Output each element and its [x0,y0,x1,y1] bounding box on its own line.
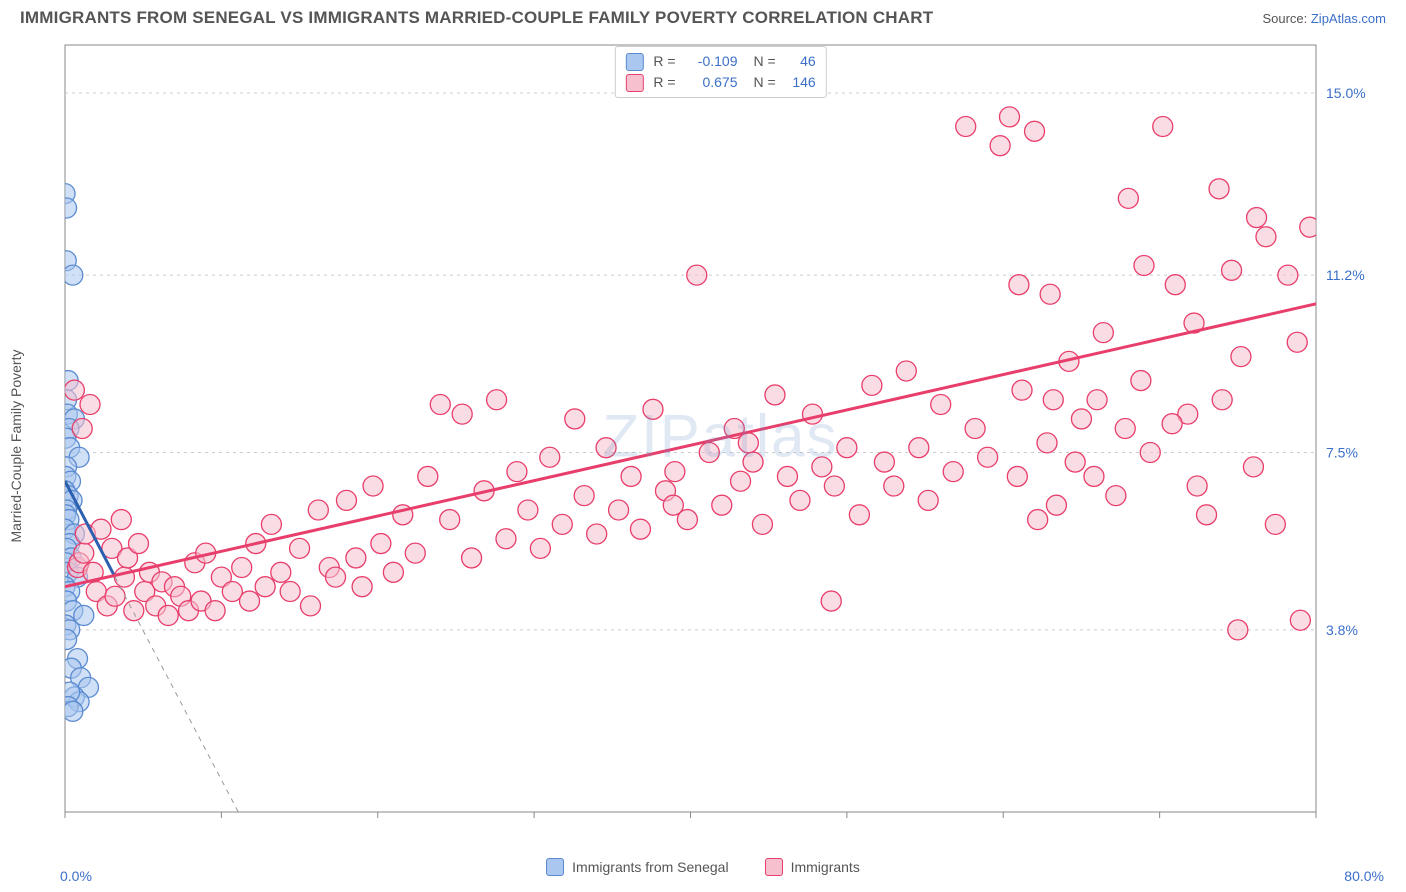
y-axis-label: Married-Couple Family Poverty [8,350,24,543]
svg-text:3.8%: 3.8% [1326,622,1358,638]
r-label: R = [653,72,675,93]
chart-title: IMMIGRANTS FROM SENEGAL VS IMMIGRANTS MA… [20,8,933,28]
source-link[interactable]: ZipAtlas.com [1311,11,1386,26]
legend-row-senegal: R = -0.109 N = 46 [625,51,815,72]
legend-item-senegal: Immigrants from Senegal [546,858,728,876]
source-attribution: Source: ZipAtlas.com [1262,11,1386,26]
n-value: 46 [786,51,816,72]
chart-area: 3.8% 7.5% 11.2% 15.0% R = -0.109 N = 46 R =… [55,40,1386,832]
legend-label: Immigrants [791,859,860,875]
n-label: N = [754,72,776,93]
n-label: N = [754,51,776,72]
swatch-immigrants [765,858,783,876]
svg-text:7.5%: 7.5% [1326,444,1358,460]
legend-label: Immigrants from Senegal [572,859,728,875]
swatch-immigrants [625,74,643,92]
svg-text:11.2%: 11.2% [1326,267,1365,283]
swatch-senegal [625,53,643,71]
chart-header: IMMIGRANTS FROM SENEGAL VS IMMIGRANTS MA… [0,0,1406,32]
svg-text:15.0%: 15.0% [1326,85,1366,101]
legend-item-immigrants: Immigrants [765,858,860,876]
r-value: -0.109 [686,51,738,72]
source-prefix: Source: [1262,11,1310,26]
correlation-legend: R = -0.109 N = 46 R = 0.675 N = 146 [614,46,826,98]
n-value: 146 [786,72,816,93]
scatter-plot: 3.8% 7.5% 11.2% 15.0% [55,40,1386,832]
series-legend: Immigrants from Senegal Immigrants [0,858,1406,876]
swatch-senegal [546,858,564,876]
r-label: R = [653,51,675,72]
legend-row-immigrants: R = 0.675 N = 146 [625,72,815,93]
r-value: 0.675 [686,72,738,93]
